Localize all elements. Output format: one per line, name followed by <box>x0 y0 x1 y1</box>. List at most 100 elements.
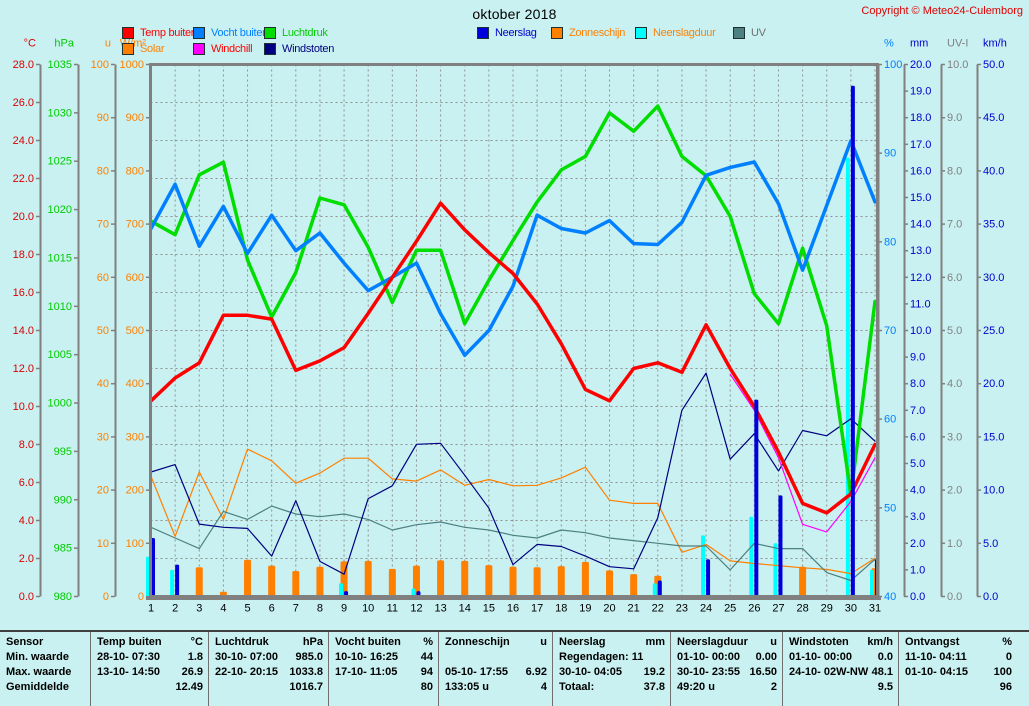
table-col-ontvangst-avg-value: 96 <box>999 681 1012 693</box>
svg-text:31: 31 <box>869 603 881 615</box>
svg-text:3.0: 3.0 <box>910 511 925 523</box>
table-col-neerslagduur-header-value: u <box>770 636 777 648</box>
svg-text:28.0: 28.0 <box>13 59 34 71</box>
svg-text:13: 13 <box>434 603 446 615</box>
table-col-neerslagduur-header-text: Neerslagduur <box>677 636 748 648</box>
svg-text:12: 12 <box>410 603 422 615</box>
table-col-neerslagduur-max: 30-10- 23:55 16.50 <box>677 665 777 680</box>
svg-text:22.0: 22.0 <box>13 173 34 185</box>
svg-text:1: 1 <box>148 603 154 615</box>
legend-item-windchill: Windchill <box>193 43 253 55</box>
stats-table: Sensor Min. waarde Max. waarde Gemiddelde Te… <box>0 630 1029 706</box>
svg-text:13.0: 13.0 <box>910 245 931 257</box>
svg-text:500: 500 <box>126 325 144 337</box>
table-col-neerslag-header-text: Neerslag <box>559 636 606 648</box>
svg-text:2.0: 2.0 <box>910 538 925 550</box>
table-col-zonneschijn-max-text: 05-10- 17:55 <box>445 666 508 678</box>
axis-mm: mm 0.0 1.0 2.0 3.0 4.0 5.0 6.0 7.0 8.0 9.0 10.0 11.0… <box>903 38 931 603</box>
svg-text:1010: 1010 <box>48 301 72 313</box>
row-label-2: Max. waarde <box>6 665 85 680</box>
table-col-luchtdruk-header-text: Luchtdruk <box>215 636 269 648</box>
table-col-ontvangst-max-value: 100 <box>993 666 1012 678</box>
svg-text:0.0: 0.0 <box>947 591 962 603</box>
svg-text:30.0: 30.0 <box>983 272 1004 284</box>
table-col-luchtdruk-max: 22-10- 20:15 1033.8 <box>215 665 323 680</box>
svg-text:27: 27 <box>772 603 784 615</box>
legend-item-windstoten: Windstoten <box>264 43 334 55</box>
svg-text:40: 40 <box>97 378 109 390</box>
svg-text:19.0: 19.0 <box>910 86 931 98</box>
chart-canvas: °C0.02.04.06.08.010.012.014.016.018.020.… <box>13 38 1007 615</box>
svg-text:0.0: 0.0 <box>19 591 34 603</box>
svg-text:16.0: 16.0 <box>910 165 931 177</box>
svg-text:18: 18 <box>555 603 567 615</box>
svg-text:1020: 1020 <box>48 204 72 216</box>
svg-text:1035: 1035 <box>48 59 72 71</box>
table-col-ontvangst-min: 11-10- 04:11 0 <box>905 650 1012 665</box>
axis-hPa: hPa 980 985 990 995 1000 1005 1010 1015 1020 1025 1… <box>48 38 80 603</box>
table-col-temp-buiten-header-value: °C <box>190 636 203 648</box>
row-label-1-text: Min. waarde <box>6 651 69 663</box>
table-col-windstoten-max: 24-10- 02W-NW 48.1 <box>789 665 893 680</box>
table-col-neerslag-avg-value: 37.8 <box>643 681 665 693</box>
table-col-neerslag-max-text: 30-10- 04:05 <box>559 666 622 678</box>
copyright-notice: Copyright © Meteo24-Culemborg <box>861 5 1023 17</box>
table-col-zonneschijn-max: 05-10- 17:55 6.92 <box>445 665 547 680</box>
table-col-neerslagduur: Neerslagduur u 01-10- 00:00 0.00 30-10- 23:5… <box>670 632 782 706</box>
svg-text:990: 990 <box>54 494 72 506</box>
svg-text:21: 21 <box>628 603 640 615</box>
svg-text:6: 6 <box>269 603 275 615</box>
legend-swatch-icon <box>122 27 134 39</box>
legend-label: Temp buiten <box>140 27 197 39</box>
svg-text:4.0: 4.0 <box>910 485 925 497</box>
svg-text:1.0: 1.0 <box>947 538 962 550</box>
svg-text:50.0: 50.0 <box>983 59 1004 71</box>
legend-swatch-icon <box>193 43 205 55</box>
table-col-temp-buiten-min: 28-10- 07:30 1.8 <box>97 650 203 665</box>
row-label-0: Sensor <box>6 635 85 650</box>
svg-text:5: 5 <box>244 603 250 615</box>
svg-text:40: 40 <box>884 591 896 603</box>
row-label-2-text: Max. waarde <box>6 666 72 678</box>
svg-text:7.0: 7.0 <box>910 405 925 417</box>
table-col-windstoten: Windstoten km/h 01-10- 00:00 0.0 24-10- 02W-… <box>782 632 898 706</box>
svg-text:UV-I: UV-I <box>947 38 968 50</box>
svg-text:5.0: 5.0 <box>910 458 925 470</box>
svg-text:100: 100 <box>91 59 109 71</box>
series-windstoten <box>150 372 876 575</box>
svg-text:6.0: 6.0 <box>947 272 962 284</box>
svg-text:6.0: 6.0 <box>19 477 34 489</box>
legend-item-neerslagduur: Neerslagduur <box>635 27 716 39</box>
table-col-neerslagduur-min-text: 01-10- 00:00 <box>677 651 740 663</box>
svg-text:24: 24 <box>700 603 712 615</box>
svg-text:8.0: 8.0 <box>910 378 925 390</box>
table-col-luchtdruk-min-text: 30-10- 07:00 <box>215 651 278 663</box>
row-label-3-text: Gemiddelde <box>6 681 69 693</box>
table-col-vocht-buiten-min-value: 44 <box>420 651 433 663</box>
axis-kmh: km/h 0.0 5.0 10.0 15.0 20.0 25.0 30.0 35.0 40.0 45… <box>976 38 1007 603</box>
svg-text:995: 995 <box>54 446 72 458</box>
svg-text:11: 11 <box>387 603 398 615</box>
svg-text:26: 26 <box>748 603 760 615</box>
legend-swatch-icon <box>733 27 745 39</box>
svg-text:km/h: km/h <box>983 38 1007 50</box>
table-col-neerslag-header: Neerslag mm <box>559 635 665 650</box>
svg-text:18.0: 18.0 <box>13 249 34 261</box>
table-col-luchtdruk-max-text: 22-10- 20:15 <box>215 666 278 678</box>
table-col-neerslagduur-avg-value: 2 <box>770 681 777 693</box>
svg-text:20.0: 20.0 <box>13 211 34 223</box>
table-col-temp-buiten-min-text: 28-10- 07:30 <box>97 651 160 663</box>
series-temp-buiten <box>149 201 877 515</box>
svg-text:10: 10 <box>97 538 109 550</box>
svg-text:16.0: 16.0 <box>13 287 34 299</box>
table-col-vocht-buiten-header: Vocht buiten% <box>335 635 433 650</box>
table-col-windstoten-min: 01-10- 00:00 0.0 <box>789 650 893 665</box>
row-label-1: Min. waarde <box>6 650 85 665</box>
table-col-vocht-buiten-max: 17-10- 11:05 94 <box>335 665 433 680</box>
legend-item-zonneschijn: Zonneschijn <box>551 27 625 39</box>
svg-text:24.0: 24.0 <box>13 135 34 147</box>
svg-text:8.0: 8.0 <box>947 165 962 177</box>
svg-text:u: u <box>105 38 111 50</box>
svg-text:30: 30 <box>97 431 109 443</box>
table-col-neerslagduur-avg: 49:20 u 2 <box>677 680 777 695</box>
